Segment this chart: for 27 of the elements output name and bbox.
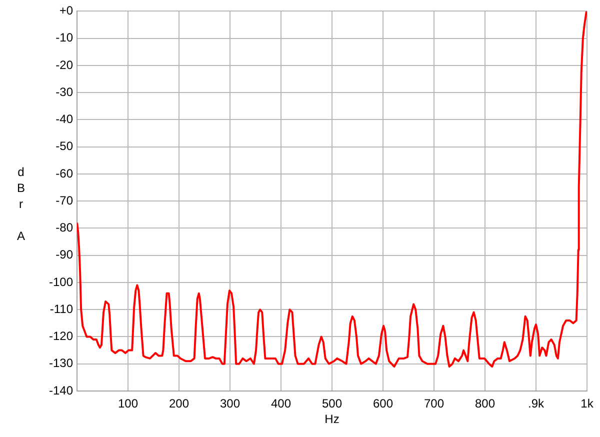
x-tick-label: .9k <box>528 396 545 411</box>
y-tick-label: -40 <box>56 112 74 126</box>
y-tick-label: -90 <box>56 248 74 262</box>
x-tick-label: 300 <box>220 396 240 411</box>
x-tick-label: 400 <box>270 396 292 411</box>
x-tick-label: 700 <box>424 396 444 411</box>
y-axis-title: dBr A <box>14 165 28 245</box>
y-tick-label: +0 <box>59 4 74 18</box>
y-tick-label: -120 <box>48 329 74 344</box>
x-axis-title: Hz <box>324 412 340 426</box>
y-tick-label: -20 <box>56 58 74 72</box>
x-tick-label: 600 <box>372 396 394 411</box>
y-tick-label: -130 <box>48 356 74 370</box>
y-tick-label: -10 <box>56 30 74 45</box>
y-tick-label: -140 <box>48 383 74 398</box>
y-tick-label: -70 <box>56 193 74 208</box>
y-tick-label: -30 <box>56 84 74 99</box>
y-tick-label: -60 <box>56 166 74 180</box>
x-tick-label: 100 <box>118 396 138 411</box>
x-tick-label: 500 <box>322 396 342 411</box>
y-tick-label: -50 <box>56 139 74 154</box>
y-tick-label: -80 <box>56 220 74 235</box>
x-tick-label: 200 <box>168 396 190 411</box>
x-tick-label: 1k <box>580 396 594 411</box>
x-tick-label: 800 <box>474 396 496 411</box>
y-tick-label: -100 <box>48 274 74 289</box>
y-tick-label: -110 <box>50 302 74 316</box>
